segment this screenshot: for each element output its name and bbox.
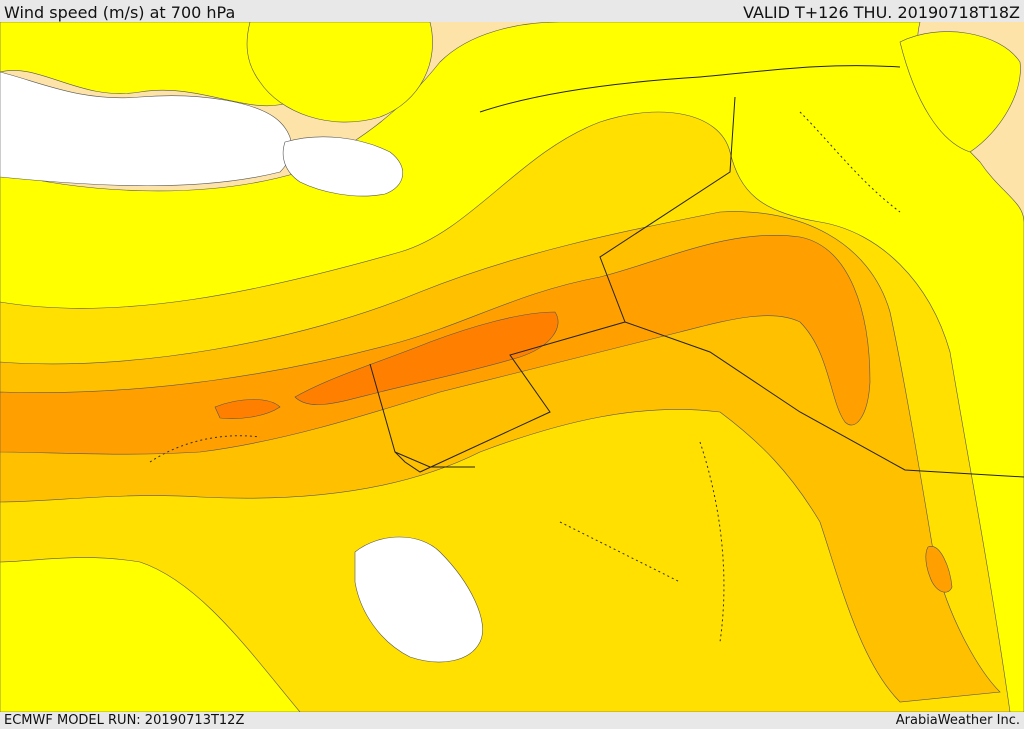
credit: ArabiaWeather Inc. (895, 713, 1020, 728)
band-low-north (246, 22, 433, 123)
map-title: Wind speed (m/s) at 700 hPa (4, 3, 236, 22)
footer-bar: ECMWF MODEL RUN: 20190713T12Z ArabiaWeat… (0, 712, 1024, 729)
mediterranean-sea (0, 71, 292, 187)
border-lines (369, 65, 1024, 478)
band-low-ne (899, 31, 1021, 153)
band-high (0, 211, 1001, 703)
wind-speed-map[interactable] (0, 22, 1024, 712)
model-run: ECMWF MODEL RUN: 20190713T12Z (4, 713, 245, 728)
band-highest (214, 311, 559, 419)
mediterranean-east (282, 136, 404, 197)
red-sea (354, 536, 483, 663)
region-borders (149, 111, 901, 643)
band-higher-south (925, 546, 953, 593)
valid-time: VALID T+126 THU. 20190718T18Z (743, 3, 1020, 22)
map-canvas (0, 22, 1024, 712)
header-bar: Wind speed (m/s) at 700 hPa VALID T+126 … (0, 0, 1024, 22)
